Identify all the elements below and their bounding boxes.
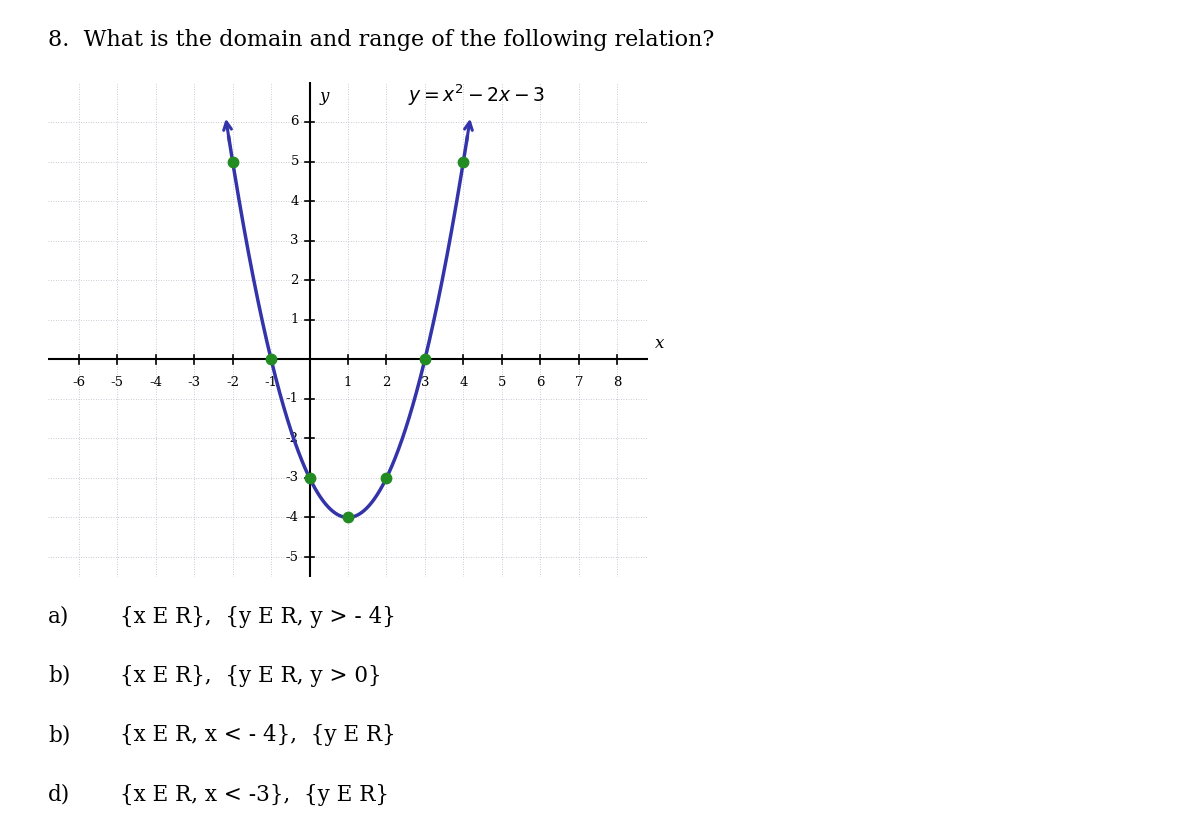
Text: -4: -4: [149, 376, 162, 389]
Text: b): b): [48, 665, 71, 687]
Text: -1: -1: [264, 376, 277, 389]
Text: {x E R, x < -3},  {y E R}: {x E R, x < -3}, {y E R}: [120, 784, 389, 806]
Text: 3: 3: [290, 234, 299, 247]
Text: x: x: [655, 335, 665, 352]
Text: 8.  What is the domain and range of the following relation?: 8. What is the domain and range of the f…: [48, 29, 714, 51]
Text: -3: -3: [187, 376, 200, 389]
Text: 2: 2: [290, 274, 299, 287]
Text: -4: -4: [286, 511, 299, 524]
Text: -6: -6: [72, 376, 85, 389]
Text: {x E R},  {y E R, y > - 4}: {x E R}, {y E R, y > - 4}: [120, 606, 396, 628]
Text: $y = x^2 - 2x - 3$: $y = x^2 - 2x - 3$: [408, 82, 545, 107]
Text: a): a): [48, 606, 70, 628]
Text: y: y: [319, 88, 329, 105]
Text: -3: -3: [286, 471, 299, 485]
Text: {x E R, x < - 4},  {y E R}: {x E R, x < - 4}, {y E R}: [120, 724, 396, 747]
Text: -5: -5: [286, 550, 299, 564]
Text: 2: 2: [383, 376, 391, 389]
Text: 5: 5: [290, 155, 299, 168]
Text: 7: 7: [575, 376, 583, 389]
Text: 6: 6: [536, 376, 545, 389]
Text: 4: 4: [290, 194, 299, 208]
Text: d): d): [48, 784, 71, 806]
Text: -2: -2: [286, 432, 299, 445]
Text: 4: 4: [460, 376, 468, 389]
Text: 6: 6: [290, 115, 299, 129]
Text: -5: -5: [110, 376, 124, 389]
Text: 3: 3: [421, 376, 430, 389]
Text: -1: -1: [286, 392, 299, 405]
Text: 1: 1: [344, 376, 352, 389]
Text: 8: 8: [613, 376, 622, 389]
Text: {x E R},  {y E R, y > 0}: {x E R}, {y E R, y > 0}: [120, 665, 382, 687]
Text: 5: 5: [498, 376, 506, 389]
Text: -2: -2: [226, 376, 239, 389]
Text: 1: 1: [290, 313, 299, 326]
Text: b): b): [48, 724, 71, 747]
